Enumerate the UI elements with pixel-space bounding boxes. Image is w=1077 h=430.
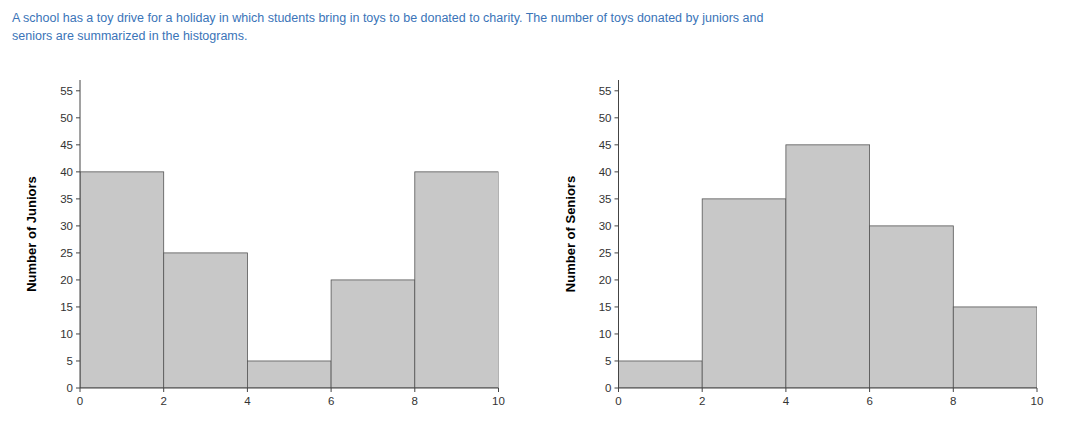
x-tick [331,388,332,392]
y-tick [76,198,80,199]
x-tick [785,388,786,392]
histogram-bar [786,145,870,388]
x-tick-label: 0 [615,395,621,407]
histogram-panel: 0 2 4 6 8 10 0 5 10 15 20 25 30 35 40 45 50 55 Number of J… [24,80,505,407]
x-tick [1037,388,1038,392]
y-tick [76,117,80,118]
y-tick [76,225,80,226]
y-tick [76,90,80,91]
y-tick-label: 40 [599,166,612,178]
description: A school has a toy drive for a holiday i… [12,11,763,25]
x-tick-label: 8 [412,395,418,407]
y-tick [76,252,80,253]
x-tick [618,388,619,392]
y-tick [615,90,619,91]
x-axis-line [619,388,1038,389]
chart-svg: A school has a toy drive for a holiday i… [0,0,1077,430]
y-tick-label: 25 [60,247,73,259]
y-tick-label: 10 [599,328,612,340]
y-tick-label: 10 [60,328,73,340]
y-tick-label: 25 [599,247,612,259]
y-tick-label: 5 [605,355,611,367]
x-tick [953,388,954,392]
bars [80,172,499,388]
y-tick [76,144,80,145]
y-tick [615,306,619,307]
histogram-bar [953,307,1037,388]
y-tick [76,279,80,280]
description: seniors are summarized in the histograms… [12,29,248,43]
y-tick [615,171,619,172]
y-tick [615,144,619,145]
x-tick-label: 6 [328,395,334,407]
y-tick-label: 0 [67,382,73,394]
y-tick-label: 35 [60,193,73,205]
y-tick [615,225,619,226]
y-tick-label: 5 [67,355,73,367]
y-tick-label: 50 [599,112,612,124]
x-tick-label: 8 [950,395,956,407]
x-tick [702,388,703,392]
x-tick-label: 0 [77,395,83,407]
y-tick-label: 15 [599,301,612,313]
y-tick [615,198,619,199]
x-tick-label: 2 [160,395,166,407]
x-tick [247,388,248,392]
histogram-bar [247,361,331,388]
x-tick [414,388,415,392]
y-tick-label: 55 [599,85,612,97]
y-tick-label: 40 [60,166,73,178]
x-axis-line [80,388,499,389]
bars [619,145,1038,388]
x-tick-label: 2 [699,395,705,407]
y-tick-label: 20 [60,274,73,286]
y-tick-label: 30 [599,220,612,232]
histogram-bar [164,253,248,388]
x-tick-label: 6 [866,395,872,407]
y-tick-label: 15 [60,301,73,313]
histogram-bar [415,172,499,388]
y-tick-label: 45 [599,139,612,151]
y-tick [76,360,80,361]
y-tick-label: 35 [599,193,612,205]
y-axis-line [618,80,619,388]
x-tick [869,388,870,392]
y-tick [615,252,619,253]
histogram-bar [702,199,786,388]
x-tick-label: 10 [1031,395,1044,407]
y-tick-label: 50 [60,112,73,124]
y-tick-label: 55 [60,85,73,97]
y-axis-label: Number of Seniors [563,176,578,292]
y-tick [615,279,619,280]
y-tick-label: 30 [60,220,73,232]
y-tick-label: 45 [60,139,73,151]
y-axis-line [80,80,81,388]
y-axis-label: Number of Juniors [24,176,39,292]
chart-root: A school has a toy drive for a holiday i… [0,0,1077,430]
y-tick [76,171,80,172]
histogram-bar [331,280,415,388]
y-tick [76,388,80,389]
x-tick [80,388,81,392]
y-tick [615,388,619,389]
y-tick-label: 20 [599,274,612,286]
x-tick-label: 10 [492,395,505,407]
histogram-bar [870,226,954,388]
y-tick [76,306,80,307]
y-tick [615,333,619,334]
y-tick [615,117,619,118]
x-tick [498,388,499,392]
x-tick-label: 4 [783,395,790,407]
x-tick [163,388,164,392]
y-tick [615,360,619,361]
x-tick-label: 4 [244,395,251,407]
y-tick-label: 0 [605,382,611,394]
histogram-panel: 0 2 4 6 8 10 0 5 10 15 20 25 30 35 40 45 50 55 Number of S… [563,80,1044,407]
y-tick [76,333,80,334]
histogram-bar [80,172,164,388]
histogram-bar [619,361,703,388]
